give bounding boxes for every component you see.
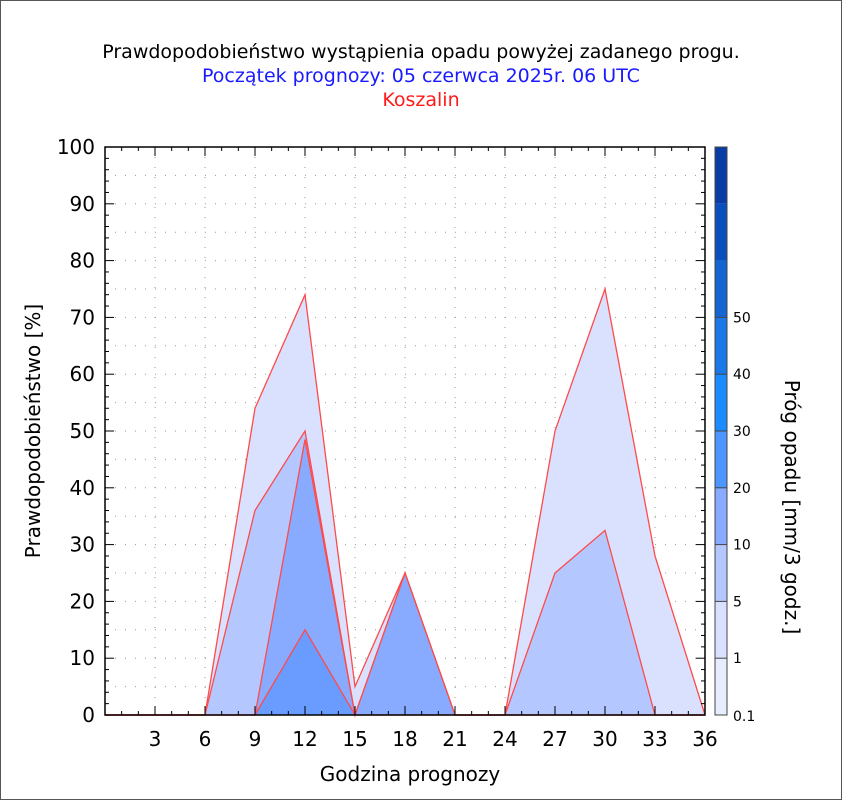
x-tick-label: 12 [292, 727, 317, 751]
chart-title: Prawdopodobieństwo wystąpienia opadu pow… [102, 41, 740, 63]
y-tick-label: 0 [82, 703, 95, 727]
colorbar-label: 5 [733, 594, 742, 610]
colorbar-segment [715, 260, 727, 318]
colorbar-label: 20 [733, 481, 751, 497]
y-tick-label: 80 [70, 249, 95, 273]
colorbar-label: 30 [733, 424, 751, 440]
x-tick-label: 36 [692, 727, 717, 751]
y-tick-label: 20 [70, 589, 95, 613]
colorbar-segment [715, 203, 727, 261]
colorbar-segment [715, 601, 727, 659]
x-axis-title: Godzina prognozy [320, 762, 501, 786]
x-tick-label: 24 [492, 727, 517, 751]
y-tick-label: 60 [70, 362, 95, 386]
colorbar-segment [715, 544, 727, 602]
y-tick-label: 50 [70, 419, 95, 443]
x-tick-label: 9 [249, 727, 262, 751]
colorbar: 0.1 1 5 10 20 30 40 50 [714, 146, 755, 725]
colorbar-label: 50 [733, 310, 751, 326]
colorbar-segment [715, 487, 727, 545]
y-tick-label: 100 [57, 135, 95, 159]
x-tick-label: 18 [392, 727, 417, 751]
x-tick-label: 33 [642, 727, 667, 751]
chart-subtitle: Początek prognozy: 05 czerwca 2025r. 06 … [202, 65, 640, 87]
x-tick-label: 27 [542, 727, 567, 751]
colorbar-segment [715, 147, 727, 204]
x-tick-label: 15 [342, 727, 367, 751]
colorbar-label: 1 [733, 651, 742, 667]
colorbar-segment [715, 658, 727, 715]
y-axis-title: Prawdopodobieństwo [%] [21, 304, 45, 558]
y-tick-label: 90 [70, 192, 95, 216]
colorbar-label: 40 [733, 367, 751, 383]
colorbar-segment [715, 317, 727, 375]
colorbar-title: Próg opadu [mm/3 godz.] [780, 380, 804, 635]
colorbar-label: 10 [733, 538, 751, 554]
x-tick-label: 30 [592, 727, 617, 751]
x-tick-label: 21 [442, 727, 467, 751]
x-tick-label: 3 [149, 727, 162, 751]
series-area-2 [105, 439, 705, 715]
colorbar-segment [715, 431, 727, 488]
y-tick-label: 40 [70, 476, 95, 500]
series-areas [105, 286, 706, 718]
x-tick-label: 6 [199, 727, 212, 751]
colorbar-label: 0.1 [733, 709, 755, 725]
chart-location: Koszalin [382, 89, 460, 111]
y-tick-label: 30 [70, 533, 95, 557]
y-tick-label: 70 [70, 305, 95, 329]
colorbar-segment [715, 374, 727, 431]
y-tick-label: 10 [70, 646, 95, 670]
